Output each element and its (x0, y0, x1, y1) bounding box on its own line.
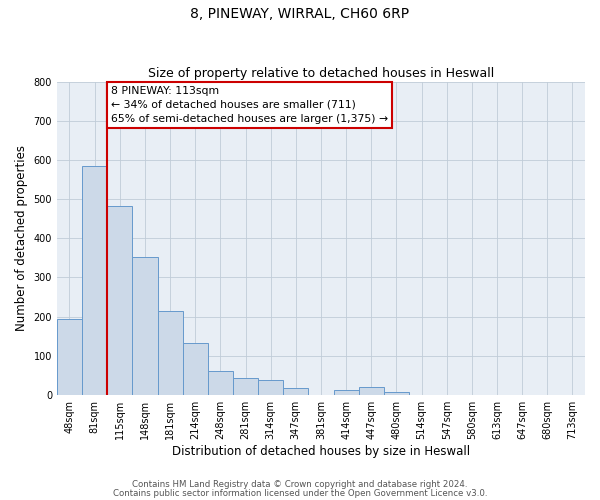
Bar (359, 387, 384, 394)
Bar (57, 320, 82, 394)
Bar (283, 388, 308, 394)
Bar (82, 166, 107, 394)
Bar (208, 372, 233, 394)
Bar (133, 257, 158, 394)
Text: Contains public sector information licensed under the Open Government Licence v3: Contains public sector information licen… (113, 490, 487, 498)
Bar (182, 343, 208, 394)
Bar (233, 378, 258, 394)
Text: 8 PINEWAY: 113sqm
← 34% of detached houses are smaller (711)
65% of semi-detache: 8 PINEWAY: 113sqm ← 34% of detached hous… (111, 86, 388, 124)
Title: Size of property relative to detached houses in Heswall: Size of property relative to detached ho… (148, 66, 494, 80)
Text: Contains HM Land Registry data © Crown copyright and database right 2024.: Contains HM Land Registry data © Crown c… (132, 480, 468, 489)
Bar (158, 310, 182, 394)
Bar (107, 206, 133, 394)
Bar (384, 392, 409, 394)
Text: 8, PINEWAY, WIRRAL, CH60 6RP: 8, PINEWAY, WIRRAL, CH60 6RP (190, 8, 410, 22)
Y-axis label: Number of detached properties: Number of detached properties (15, 146, 28, 332)
X-axis label: Distribution of detached houses by size in Heswall: Distribution of detached houses by size … (172, 444, 470, 458)
Bar (334, 390, 359, 394)
Bar (258, 380, 283, 394)
